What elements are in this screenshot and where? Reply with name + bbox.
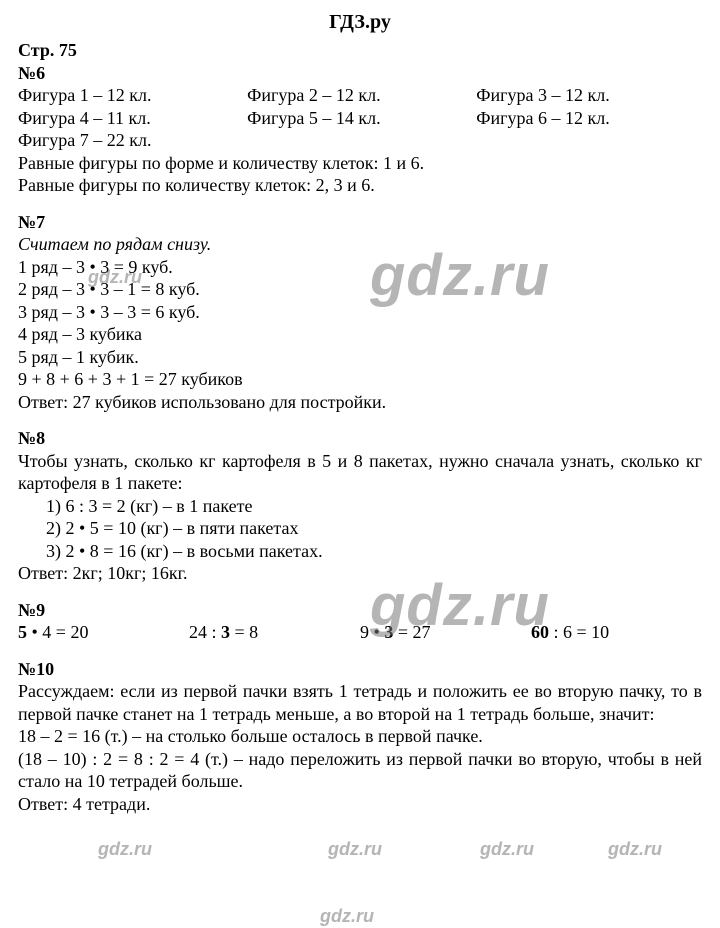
page-container: ГДЗ.ру Стр. 75 №6 Фигура 1 – 12 кл. Фигу… bbox=[0, 0, 720, 921]
task9-label: №9 bbox=[18, 599, 702, 622]
task6-cell: Фигура 5 – 14 кл. bbox=[247, 107, 473, 130]
task9-bold: 5 bbox=[18, 622, 27, 642]
task8-step: 2) 2 • 5 = 10 (кг) – в пяти пакетах bbox=[18, 517, 702, 540]
task9-bold: 3 bbox=[221, 622, 230, 642]
task6-row1: Фигура 1 – 12 кл. Фигура 2 – 12 кл. Фигу… bbox=[18, 84, 702, 107]
task9-rest: • 4 = 20 bbox=[27, 622, 88, 642]
task9-item: 9 • 3 = 27 bbox=[360, 621, 531, 644]
task6-label: №6 bbox=[18, 62, 702, 85]
task8-step: 3) 2 • 8 = 16 (кг) – в восьми пакетах. bbox=[18, 540, 702, 563]
task6-line1: Равные фигуры по форме и количеству клет… bbox=[18, 152, 702, 175]
task6-cell: Фигура 6 – 12 кл. bbox=[476, 107, 702, 130]
task10-line1: 18 – 2 = 16 (т.) – на столько больше ост… bbox=[18, 725, 702, 748]
watermark-small: gdz.ru bbox=[480, 838, 534, 861]
task9-item: 60 : 6 = 10 bbox=[531, 621, 702, 644]
task9-rest: = 27 bbox=[393, 622, 430, 642]
task8-step: 1) 6 : 3 = 2 (кг) – в 1 пакете bbox=[18, 495, 702, 518]
site-header: ГДЗ.ру bbox=[18, 10, 702, 35]
task10-paragraph: Рассуждаем: если из первой пачки взять 1… bbox=[18, 680, 702, 725]
task7-sum: 9 + 8 + 6 + 3 + 1 = 27 кубиков bbox=[18, 368, 702, 391]
task7-row: 5 ряд – 1 кубик. bbox=[18, 346, 702, 369]
task6-row2: Фигура 4 – 11 кл. Фигура 5 – 14 кл. Фигу… bbox=[18, 107, 702, 130]
task9-rest: = 8 bbox=[230, 622, 258, 642]
task6-cell: Фигура 3 – 12 кл. bbox=[476, 84, 702, 107]
task7-label: №7 bbox=[18, 211, 702, 234]
watermark-small: gdz.ru bbox=[98, 838, 152, 861]
task9-bold: 3 bbox=[384, 622, 393, 642]
task7-answer: Ответ: 27 кубиков использовано для постр… bbox=[18, 391, 702, 414]
task7-row: 3 ряд – 3 • 3 – 3 = 6 куб. bbox=[18, 301, 702, 324]
task10-answer: Ответ: 4 тетради. bbox=[18, 793, 702, 816]
task9-pre: 9 • bbox=[360, 622, 384, 642]
task7-row: 4 ряд – 3 кубика bbox=[18, 323, 702, 346]
task6-cell: Фигура 2 – 12 кл. bbox=[247, 84, 473, 107]
task9-pre: 24 : bbox=[189, 622, 221, 642]
watermark-small: gdz.ru bbox=[328, 838, 382, 861]
task8-answer: Ответ: 2кг; 10кг; 16кг. bbox=[18, 562, 702, 585]
task6-cell: Фигура 4 – 11 кл. bbox=[18, 107, 244, 130]
task9-item: 24 : 3 = 8 bbox=[189, 621, 360, 644]
task8-paragraph: Чтобы узнать, сколько кг картофеля в 5 и… bbox=[18, 450, 702, 495]
task8-label: №8 bbox=[18, 427, 702, 450]
task6-extra: Фигура 7 – 22 кл. bbox=[18, 129, 702, 152]
task9-row: 5 • 4 = 20 24 : 3 = 8 9 • 3 = 27 60 : 6 … bbox=[18, 621, 702, 644]
task9-rest: : 6 = 10 bbox=[549, 622, 609, 642]
task6-line2: Равные фигуры по количеству клеток: 2, 3… bbox=[18, 174, 702, 197]
task9-bold: 60 bbox=[531, 622, 549, 642]
task10-line2: (18 – 10) : 2 = 8 : 2 = 4 (т.) – надо пе… bbox=[18, 748, 702, 793]
page-label: Стр. 75 bbox=[18, 39, 702, 62]
task7-row: 2 ряд – 3 • 3 – 1 = 8 куб. bbox=[18, 278, 702, 301]
task7-row: 1 ряд – 3 • 3 = 9 куб. bbox=[18, 256, 702, 279]
task6-cell: Фигура 1 – 12 кл. bbox=[18, 84, 244, 107]
task10-label: №10 bbox=[18, 658, 702, 681]
watermark-small: gdz.ru bbox=[608, 838, 662, 861]
task9-item: 5 • 4 = 20 bbox=[18, 621, 189, 644]
task7-intro: Считаем по рядам снизу. bbox=[18, 233, 702, 256]
watermark-small: gdz.ru bbox=[320, 905, 374, 928]
